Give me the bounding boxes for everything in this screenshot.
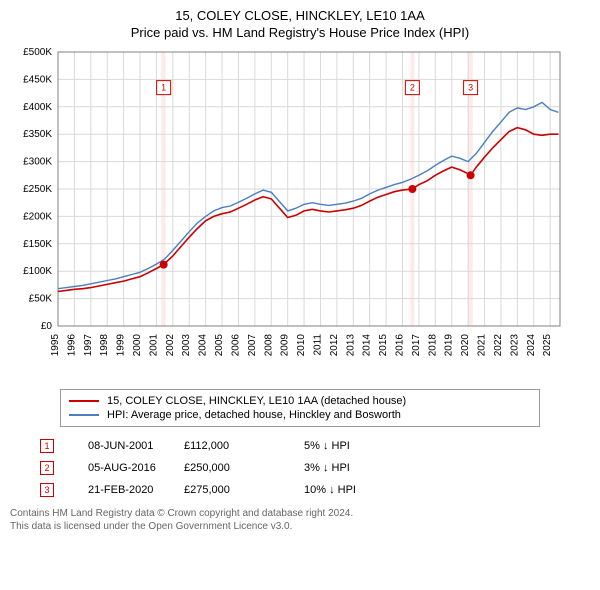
svg-text:2015: 2015 bbox=[378, 334, 389, 357]
annotation-price: £250,000 bbox=[184, 462, 304, 474]
svg-text:£100K: £100K bbox=[23, 266, 52, 277]
svg-text:£500K: £500K bbox=[23, 47, 52, 58]
annotation-marker: 2 bbox=[40, 461, 54, 475]
svg-text:2003: 2003 bbox=[181, 334, 192, 357]
svg-text:2023: 2023 bbox=[509, 334, 520, 357]
svg-text:2007: 2007 bbox=[247, 334, 258, 357]
line-chart-svg: £0 £50K £100K £150K £200K £250K £300K £350K £400… bbox=[10, 46, 570, 376]
annotation-row: 3 21-FEB-2020£275,00010% ↓ HPI bbox=[10, 479, 590, 501]
svg-text:2020: 2020 bbox=[460, 334, 471, 357]
annotation-date: 21-FEB-2020 bbox=[64, 484, 184, 496]
svg-text:2009: 2009 bbox=[280, 334, 291, 357]
svg-text:2017: 2017 bbox=[411, 334, 422, 357]
chart-title: 15, COLEY CLOSE, HINCKLEY, LE10 1AA bbox=[10, 8, 590, 23]
legend-label: 15, COLEY CLOSE, HINCKLEY, LE10 1AA (det… bbox=[107, 395, 406, 407]
footer-attribution: Contains HM Land Registry data © Crown c… bbox=[10, 507, 590, 533]
annotation-delta: 3% ↓ HPI bbox=[304, 462, 424, 474]
svg-text:1998: 1998 bbox=[99, 334, 110, 357]
annotation-delta: 5% ↓ HPI bbox=[304, 440, 424, 452]
legend-swatch bbox=[69, 414, 99, 416]
annotation-price: £275,000 bbox=[184, 484, 304, 496]
svg-text:2002: 2002 bbox=[165, 334, 176, 357]
footer-line1: Contains HM Land Registry data © Crown c… bbox=[10, 507, 590, 520]
svg-text:£300K: £300K bbox=[23, 157, 52, 168]
svg-text:1997: 1997 bbox=[83, 334, 94, 357]
chart-subtitle: Price paid vs. HM Land Registry's House … bbox=[10, 25, 590, 40]
legend-item: 15, COLEY CLOSE, HINCKLEY, LE10 1AA (det… bbox=[69, 394, 531, 408]
annotation-date: 05-AUG-2016 bbox=[64, 462, 184, 474]
legend-item: HPI: Average price, detached house, Hinc… bbox=[69, 408, 531, 422]
annotation-marker: 1 bbox=[40, 439, 54, 453]
svg-text:2006: 2006 bbox=[230, 334, 241, 357]
svg-text:2: 2 bbox=[410, 83, 415, 93]
annotation-row: 1 08-JUN-2001£112,0005% ↓ HPI bbox=[10, 435, 590, 457]
legend: 15, COLEY CLOSE, HINCKLEY, LE10 1AA (det… bbox=[60, 389, 540, 427]
annotation-row: 2 05-AUG-2016£250,0003% ↓ HPI bbox=[10, 457, 590, 479]
svg-text:2011: 2011 bbox=[312, 334, 323, 356]
svg-text:1996: 1996 bbox=[66, 334, 77, 357]
svg-text:2018: 2018 bbox=[427, 334, 438, 357]
svg-text:1: 1 bbox=[161, 83, 166, 93]
chart-plot: £0 £50K £100K £150K £200K £250K £300K £350K £400… bbox=[10, 46, 590, 381]
svg-text:2024: 2024 bbox=[526, 334, 537, 357]
svg-text:1999: 1999 bbox=[116, 334, 127, 357]
svg-text:2022: 2022 bbox=[493, 334, 504, 357]
svg-text:£400K: £400K bbox=[23, 102, 52, 113]
footer-line2: This data is licensed under the Open Gov… bbox=[10, 520, 590, 533]
annotation-price: £112,000 bbox=[184, 440, 304, 452]
svg-text:£450K: £450K bbox=[23, 74, 52, 85]
chart-container: 15, COLEY CLOSE, HINCKLEY, LE10 1AA Pric… bbox=[0, 0, 600, 541]
svg-text:2019: 2019 bbox=[444, 334, 455, 357]
svg-text:£0: £0 bbox=[41, 321, 53, 332]
svg-text:2005: 2005 bbox=[214, 334, 225, 357]
legend-swatch bbox=[69, 400, 99, 402]
svg-text:2010: 2010 bbox=[296, 334, 307, 357]
legend-label: HPI: Average price, detached house, Hinc… bbox=[107, 409, 401, 421]
svg-text:2016: 2016 bbox=[395, 334, 406, 357]
svg-text:£50K: £50K bbox=[29, 294, 53, 305]
svg-text:2000: 2000 bbox=[132, 334, 143, 357]
annotation-table: 1 08-JUN-2001£112,0005% ↓ HPI 2 05-AUG-2016… bbox=[10, 435, 590, 501]
svg-text:2001: 2001 bbox=[148, 334, 159, 357]
svg-text:£200K: £200K bbox=[23, 211, 52, 222]
svg-text:1995: 1995 bbox=[50, 334, 61, 357]
svg-text:2008: 2008 bbox=[263, 334, 274, 357]
svg-text:2012: 2012 bbox=[329, 334, 340, 357]
annotation-date: 08-JUN-2001 bbox=[64, 440, 184, 452]
svg-text:2004: 2004 bbox=[198, 334, 209, 357]
svg-text:£350K: £350K bbox=[23, 129, 52, 140]
annotation-delta: 10% ↓ HPI bbox=[304, 484, 424, 496]
svg-text:3: 3 bbox=[468, 83, 473, 93]
svg-text:2021: 2021 bbox=[477, 334, 488, 357]
svg-text:2014: 2014 bbox=[362, 334, 373, 357]
svg-text:£250K: £250K bbox=[23, 184, 52, 195]
svg-text:£150K: £150K bbox=[23, 239, 52, 250]
svg-text:2025: 2025 bbox=[542, 334, 553, 357]
annotation-marker: 3 bbox=[40, 483, 54, 497]
svg-text:2013: 2013 bbox=[345, 334, 356, 357]
